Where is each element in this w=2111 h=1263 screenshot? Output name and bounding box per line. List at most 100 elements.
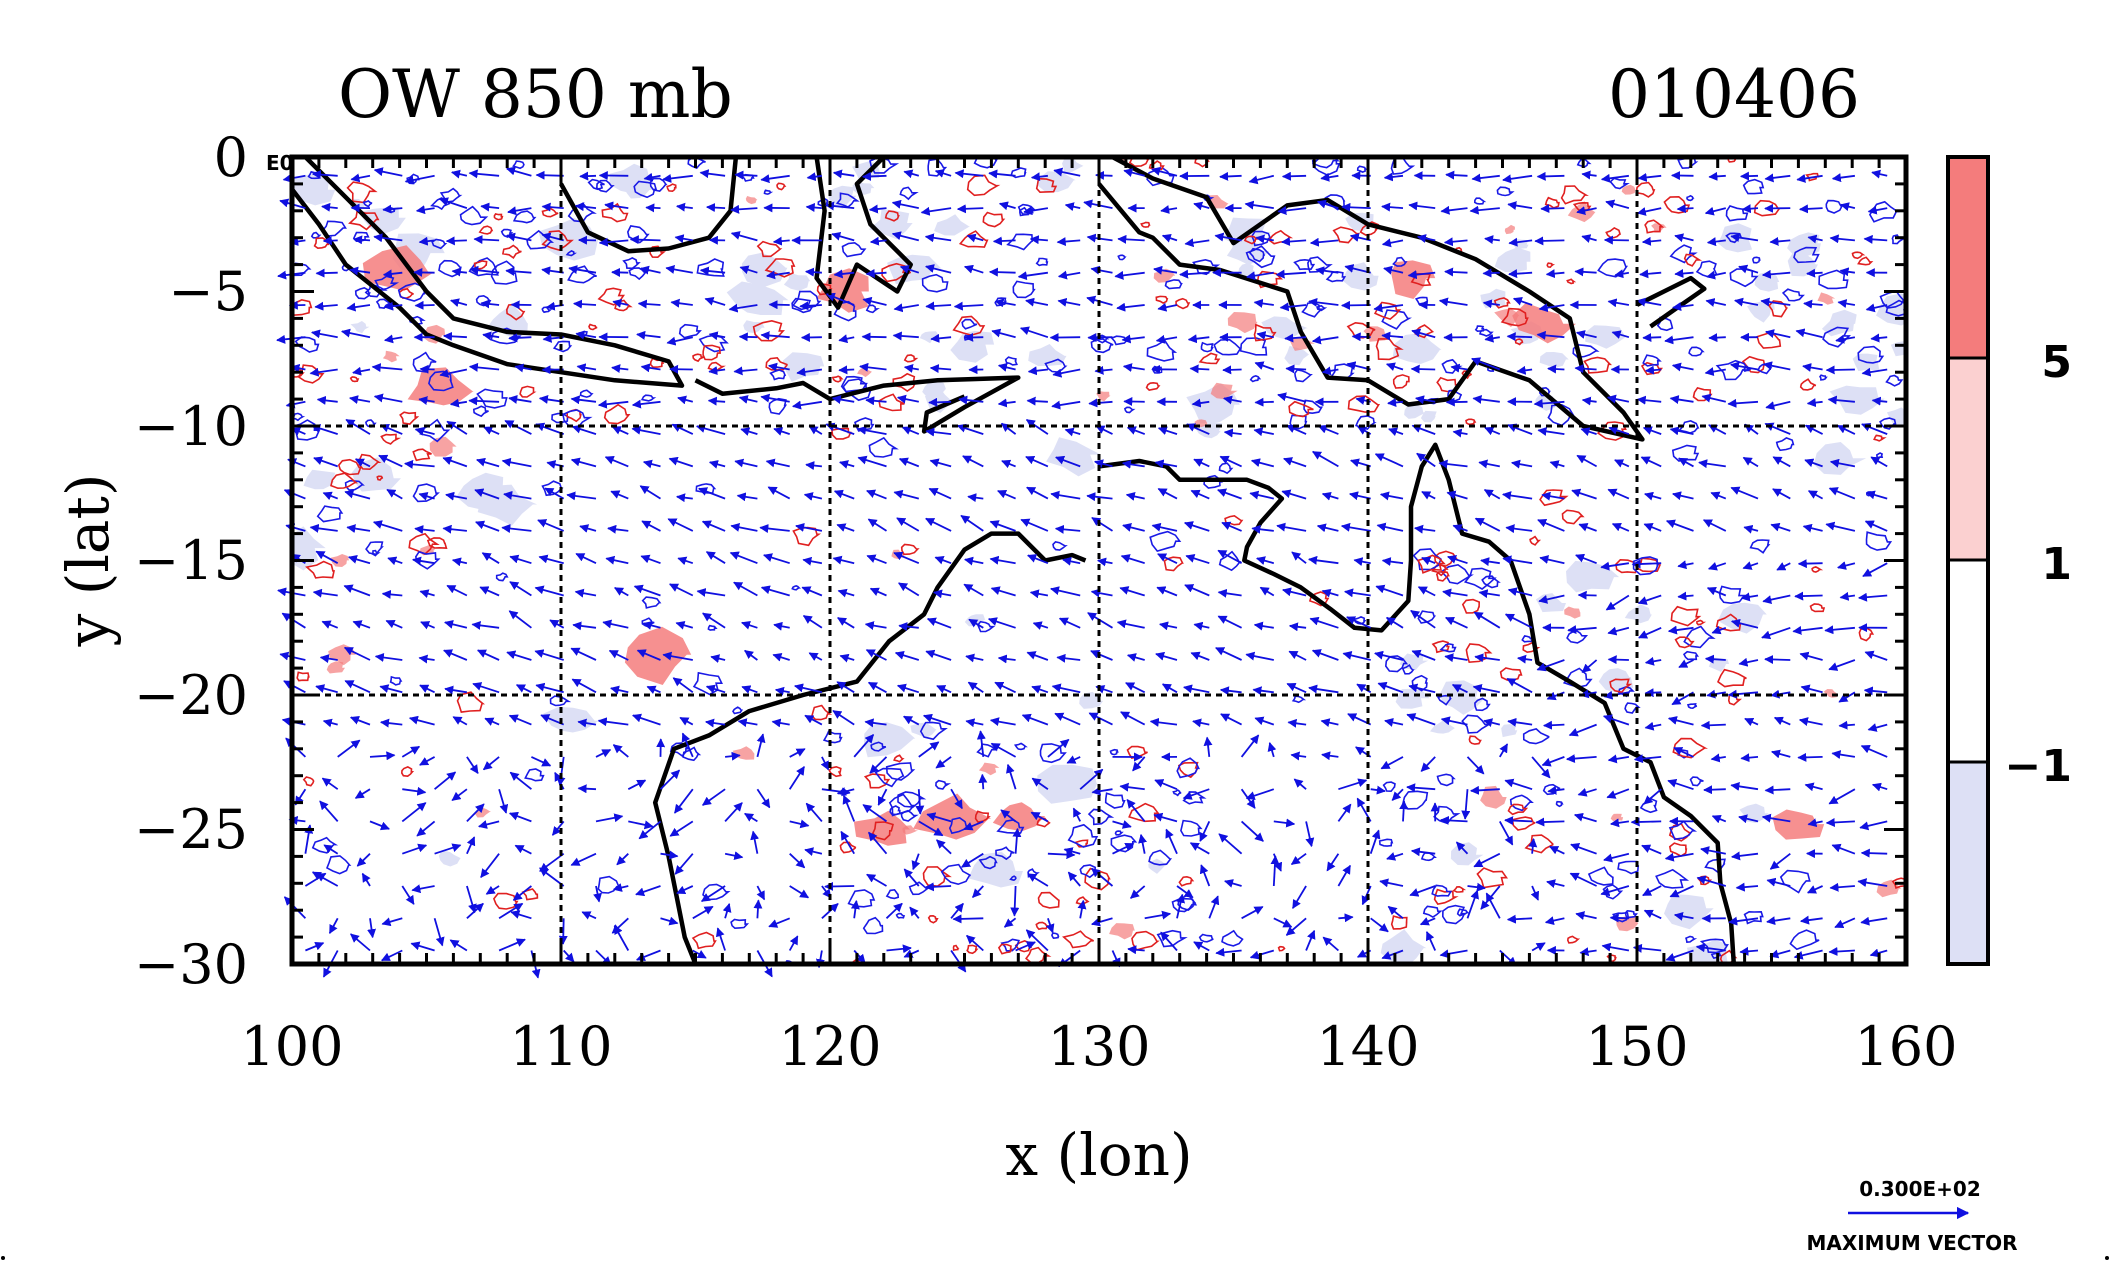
wind-vector — [1867, 723, 1888, 732]
wind-vector — [1190, 651, 1210, 661]
negative-contour — [1547, 403, 1575, 427]
wind-vector — [1220, 713, 1243, 726]
wind-vector — [1425, 931, 1437, 951]
wind-vector — [1290, 852, 1307, 866]
positive-ow-shade — [407, 367, 474, 406]
wind-vector — [794, 683, 823, 694]
wind-vector — [577, 718, 597, 728]
positive-contour — [1606, 953, 1617, 963]
wind-vector — [862, 804, 888, 823]
wind-vector — [322, 236, 338, 246]
wind-vector — [1079, 768, 1104, 790]
wind-vector — [323, 844, 339, 855]
negative-contour — [1239, 337, 1268, 356]
positive-contour — [756, 240, 783, 258]
wind-vector — [449, 939, 468, 952]
negative-contour — [1412, 548, 1442, 571]
wind-vector — [756, 788, 771, 809]
wind-vector — [593, 885, 602, 903]
coastline-australia-west — [652, 531, 1087, 964]
positive-ow-shade — [1109, 923, 1135, 940]
positive-contour — [1717, 668, 1747, 688]
wind-vector — [510, 910, 532, 920]
wind-vector — [672, 677, 694, 694]
negative-contour — [835, 192, 860, 208]
wind-vector — [1857, 878, 1888, 888]
wind-vector — [322, 718, 338, 728]
negative-ow-shade — [1886, 407, 1906, 426]
wind-vector — [344, 680, 371, 694]
wind-vector — [1602, 714, 1630, 726]
wind-vector — [1199, 864, 1211, 887]
wind-vector — [434, 843, 462, 855]
positive-contour — [1243, 235, 1259, 245]
wind-vector — [1474, 653, 1500, 663]
wind-vector — [1577, 788, 1597, 797]
wind-vector — [1305, 821, 1315, 848]
wind-vector — [1569, 872, 1597, 887]
wind-vector — [789, 885, 810, 899]
wind-vector — [774, 686, 790, 696]
positive-contour — [764, 258, 796, 278]
wind-vector — [1728, 916, 1759, 926]
colorbar-label: 1 — [2041, 539, 2072, 590]
wind-vector — [936, 839, 952, 855]
positive-contour — [1435, 570, 1450, 582]
wind-vector — [1466, 756, 1485, 775]
colorbar-segment-negative — [1948, 762, 1988, 964]
wind-vector — [1311, 649, 1339, 661]
negative-contour — [374, 275, 400, 291]
wind-vector — [705, 718, 726, 728]
negative-contour — [1384, 655, 1409, 673]
wind-vector — [1384, 718, 1404, 727]
positive-contour — [831, 375, 844, 383]
wind-vector — [1031, 685, 1049, 694]
negative-contour — [431, 238, 448, 250]
wind-vector — [1252, 686, 1274, 696]
wind-vector — [1710, 753, 1726, 763]
positive-contour — [863, 773, 891, 789]
wind-vector — [1517, 654, 1533, 664]
wind-vector — [1176, 885, 1194, 899]
wind-vector — [869, 756, 888, 774]
wind-vector — [885, 902, 903, 919]
wind-vector — [1241, 906, 1264, 920]
positive-contour — [828, 765, 842, 778]
wind-vector — [894, 650, 920, 661]
wind-vector — [1273, 818, 1296, 828]
negative-ow-shade — [438, 850, 462, 867]
wind-vector — [1766, 877, 1791, 887]
positive-contour — [1546, 262, 1556, 269]
wind-vector — [1215, 947, 1242, 957]
positive-ow-shade — [624, 626, 692, 685]
wind-vector — [1703, 785, 1726, 795]
wind-vector — [679, 716, 694, 726]
positive-contour — [752, 319, 785, 342]
wind-vector — [935, 756, 952, 769]
wind-vector — [1338, 913, 1354, 923]
positive-contour — [1392, 374, 1410, 389]
wind-vector — [315, 684, 338, 694]
wind-vector — [1828, 659, 1856, 671]
negative-contour — [1439, 643, 1457, 653]
wind-vector — [1377, 681, 1404, 694]
wind-vector — [468, 396, 500, 406]
negative-contour — [1402, 790, 1429, 810]
wind-vector — [1600, 885, 1630, 897]
wind-vector — [1321, 751, 1339, 761]
wind-vector — [1030, 811, 1049, 823]
wind-vector — [1483, 718, 1501, 728]
wind-vector — [452, 716, 468, 726]
coastline-lesser-sundas — [694, 375, 1021, 434]
negative-contour — [1051, 932, 1060, 939]
wind-vector — [1838, 720, 1855, 730]
wind-vector — [1410, 364, 1436, 374]
positive-contour — [884, 210, 900, 222]
x-tick-labels: 100 110 120 130 140 150 160 — [240, 1015, 1957, 1078]
negative-contour — [841, 241, 867, 258]
wind-vector — [1535, 817, 1565, 827]
wind-vector — [349, 716, 371, 726]
wind-vector — [628, 820, 654, 830]
wind-vector — [1254, 397, 1274, 407]
wind-vector — [1130, 885, 1146, 899]
